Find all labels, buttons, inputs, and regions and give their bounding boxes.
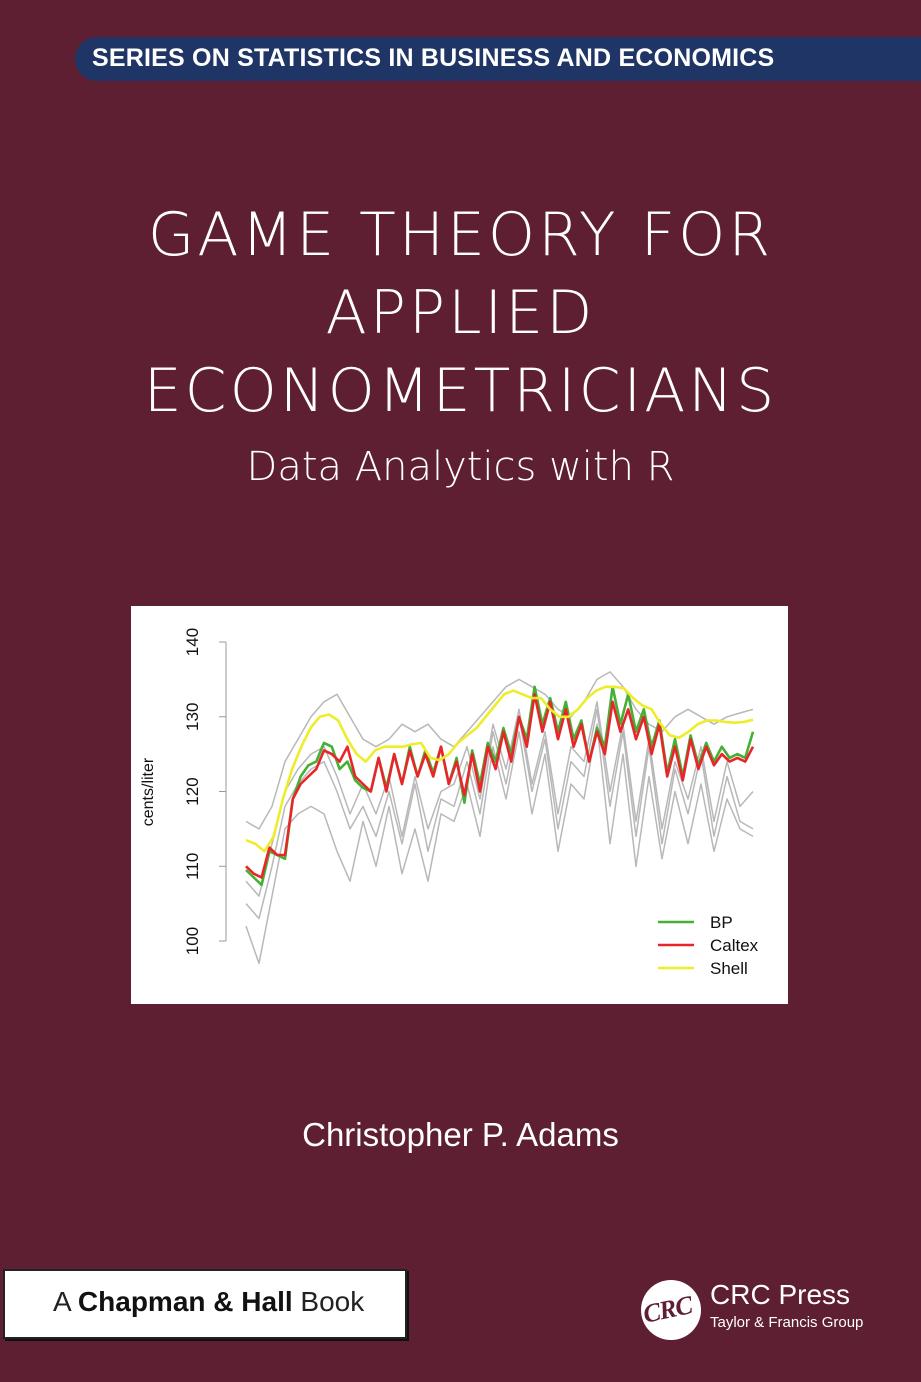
legend-label-caltex: Caltex [710,936,759,955]
y-tick-label: 100 [183,927,202,955]
author: Christopher P. Adams [302,1116,619,1153]
title-line: ECONOMETRICIANS [143,356,778,426]
crc-logo: CRC [640,1280,701,1340]
imprint-text: A Chapman & Hall Book [53,1286,364,1318]
title-line: GAME THEORY FOR [147,200,774,270]
y-axis-label: cents/liter [140,757,157,826]
series-line-other-5 [245,723,754,965]
legend-label-shell: Shell [710,959,748,978]
series-line-caltex [245,693,755,879]
cover-chart: 100 110 120 130 140 cents/liter BP Caltex Shell [131,606,788,1004]
publisher-name: CRC Press [710,1279,851,1310]
crc-logo-text: CRC [640,1290,695,1329]
imprint-suffix: Book [300,1286,365,1317]
imprint-prefix: A [53,1286,71,1317]
y-tick-label: 130 [183,703,202,731]
y-tick-label: 120 [183,777,202,805]
series-banner-text: SERIES ON STATISTICS IN BUSINESS AND ECO… [92,44,775,72]
series-line-other-4 [245,708,754,920]
y-tick-label: 140 [183,628,202,656]
book-title: GAME THEORY FOR APPLIED ECONOMETRICIANS [0,196,921,430]
series-line-shell [245,685,754,853]
series-banner: SERIES ON STATISTICS IN BUSINESS AND ECO… [75,37,921,81]
imprint-box: A Chapman & Hall Book [3,1269,407,1339]
publisher-group: Taylor & Francis Group [710,1314,864,1331]
title-line: APPLIED [325,278,596,348]
imprint-name: Chapman & Hall [77,1286,293,1317]
legend-label-bp: BP [710,913,733,932]
y-tick-label: 110 [183,853,202,880]
series-line-other-3 [245,671,754,830]
book-subtitle: Data Analytics with R [246,444,675,490]
chart-svg: 100 110 120 130 140 cents/liter BP Caltex Shell [140,628,759,978]
